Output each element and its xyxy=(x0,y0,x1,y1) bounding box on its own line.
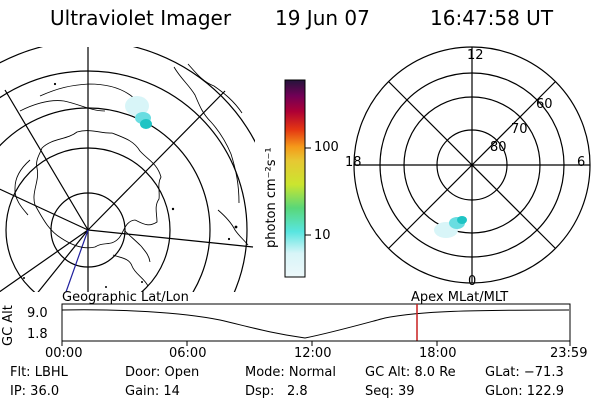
mlt-label-18: 18 xyxy=(345,155,362,170)
right-map-label: Apex MLat/MLT xyxy=(411,290,509,305)
gc-alt-info: GC Alt: 8.0 Re xyxy=(365,365,456,380)
timeline-x-tick-0600: 06:00 xyxy=(169,346,207,361)
mode-info: Mode: Normal xyxy=(245,365,336,380)
glat-info: GLat: −71.3 xyxy=(485,365,564,380)
timeline-x-tick-2359: 23:59 xyxy=(550,346,588,361)
mlt-label-0: 0 xyxy=(468,274,477,289)
solar-direction-line xyxy=(65,229,89,292)
auroral-emission-left xyxy=(125,96,152,129)
colorbar-unit-label: photon cm⁻²s⁻¹ xyxy=(264,147,279,248)
magnetic-polar-map xyxy=(353,46,591,284)
observation-time: 16:47:58 UT xyxy=(430,6,554,30)
timeline-x-tick-1200: 12:00 xyxy=(294,346,332,361)
mlat-label-60: 60 xyxy=(536,97,553,112)
timeline-y-axis-label: GC Alt xyxy=(1,305,16,346)
left-map-label: Geographic Lat/Lon xyxy=(62,290,189,305)
observation-date: 19 Jun 07 xyxy=(275,6,370,30)
colorbar-tick-10: 10 xyxy=(314,228,331,243)
colorbar xyxy=(284,79,311,278)
timeline-y-tick-high: 9.0 xyxy=(27,306,48,321)
altitude-timeline xyxy=(61,303,571,346)
dsp-label: Dsp: xyxy=(245,384,275,399)
small-islands xyxy=(23,82,238,288)
filter-info: Flt: LBHL xyxy=(10,365,68,380)
geographic-map xyxy=(0,47,255,292)
door-info: Door: Open xyxy=(125,365,200,380)
glon-info: GLon: 122.9 xyxy=(485,384,565,399)
auroral-emission-right xyxy=(434,216,467,238)
colorbar-tick-100: 100 xyxy=(314,140,339,155)
coastlines xyxy=(14,63,249,287)
gain-info: Gain: 14 xyxy=(125,384,180,399)
timeline-x-tick-1800: 18:00 xyxy=(419,346,457,361)
dsp-value: 2.8 xyxy=(287,384,308,399)
mlt-label-12: 12 xyxy=(467,48,484,63)
ip-info: IP: 36.0 xyxy=(10,384,60,399)
mlat-label-70: 70 xyxy=(511,122,528,137)
mlt-label-6: 6 xyxy=(577,155,586,170)
mlat-label-80: 80 xyxy=(490,140,507,155)
timeline-y-tick-low: 1.8 xyxy=(27,327,48,342)
instrument-title: Ultraviolet Imager xyxy=(50,6,232,30)
longitude-lines xyxy=(0,47,254,292)
seq-info: Seq: 39 xyxy=(365,384,415,399)
timeline-x-tick-0000: 00:00 xyxy=(45,346,83,361)
